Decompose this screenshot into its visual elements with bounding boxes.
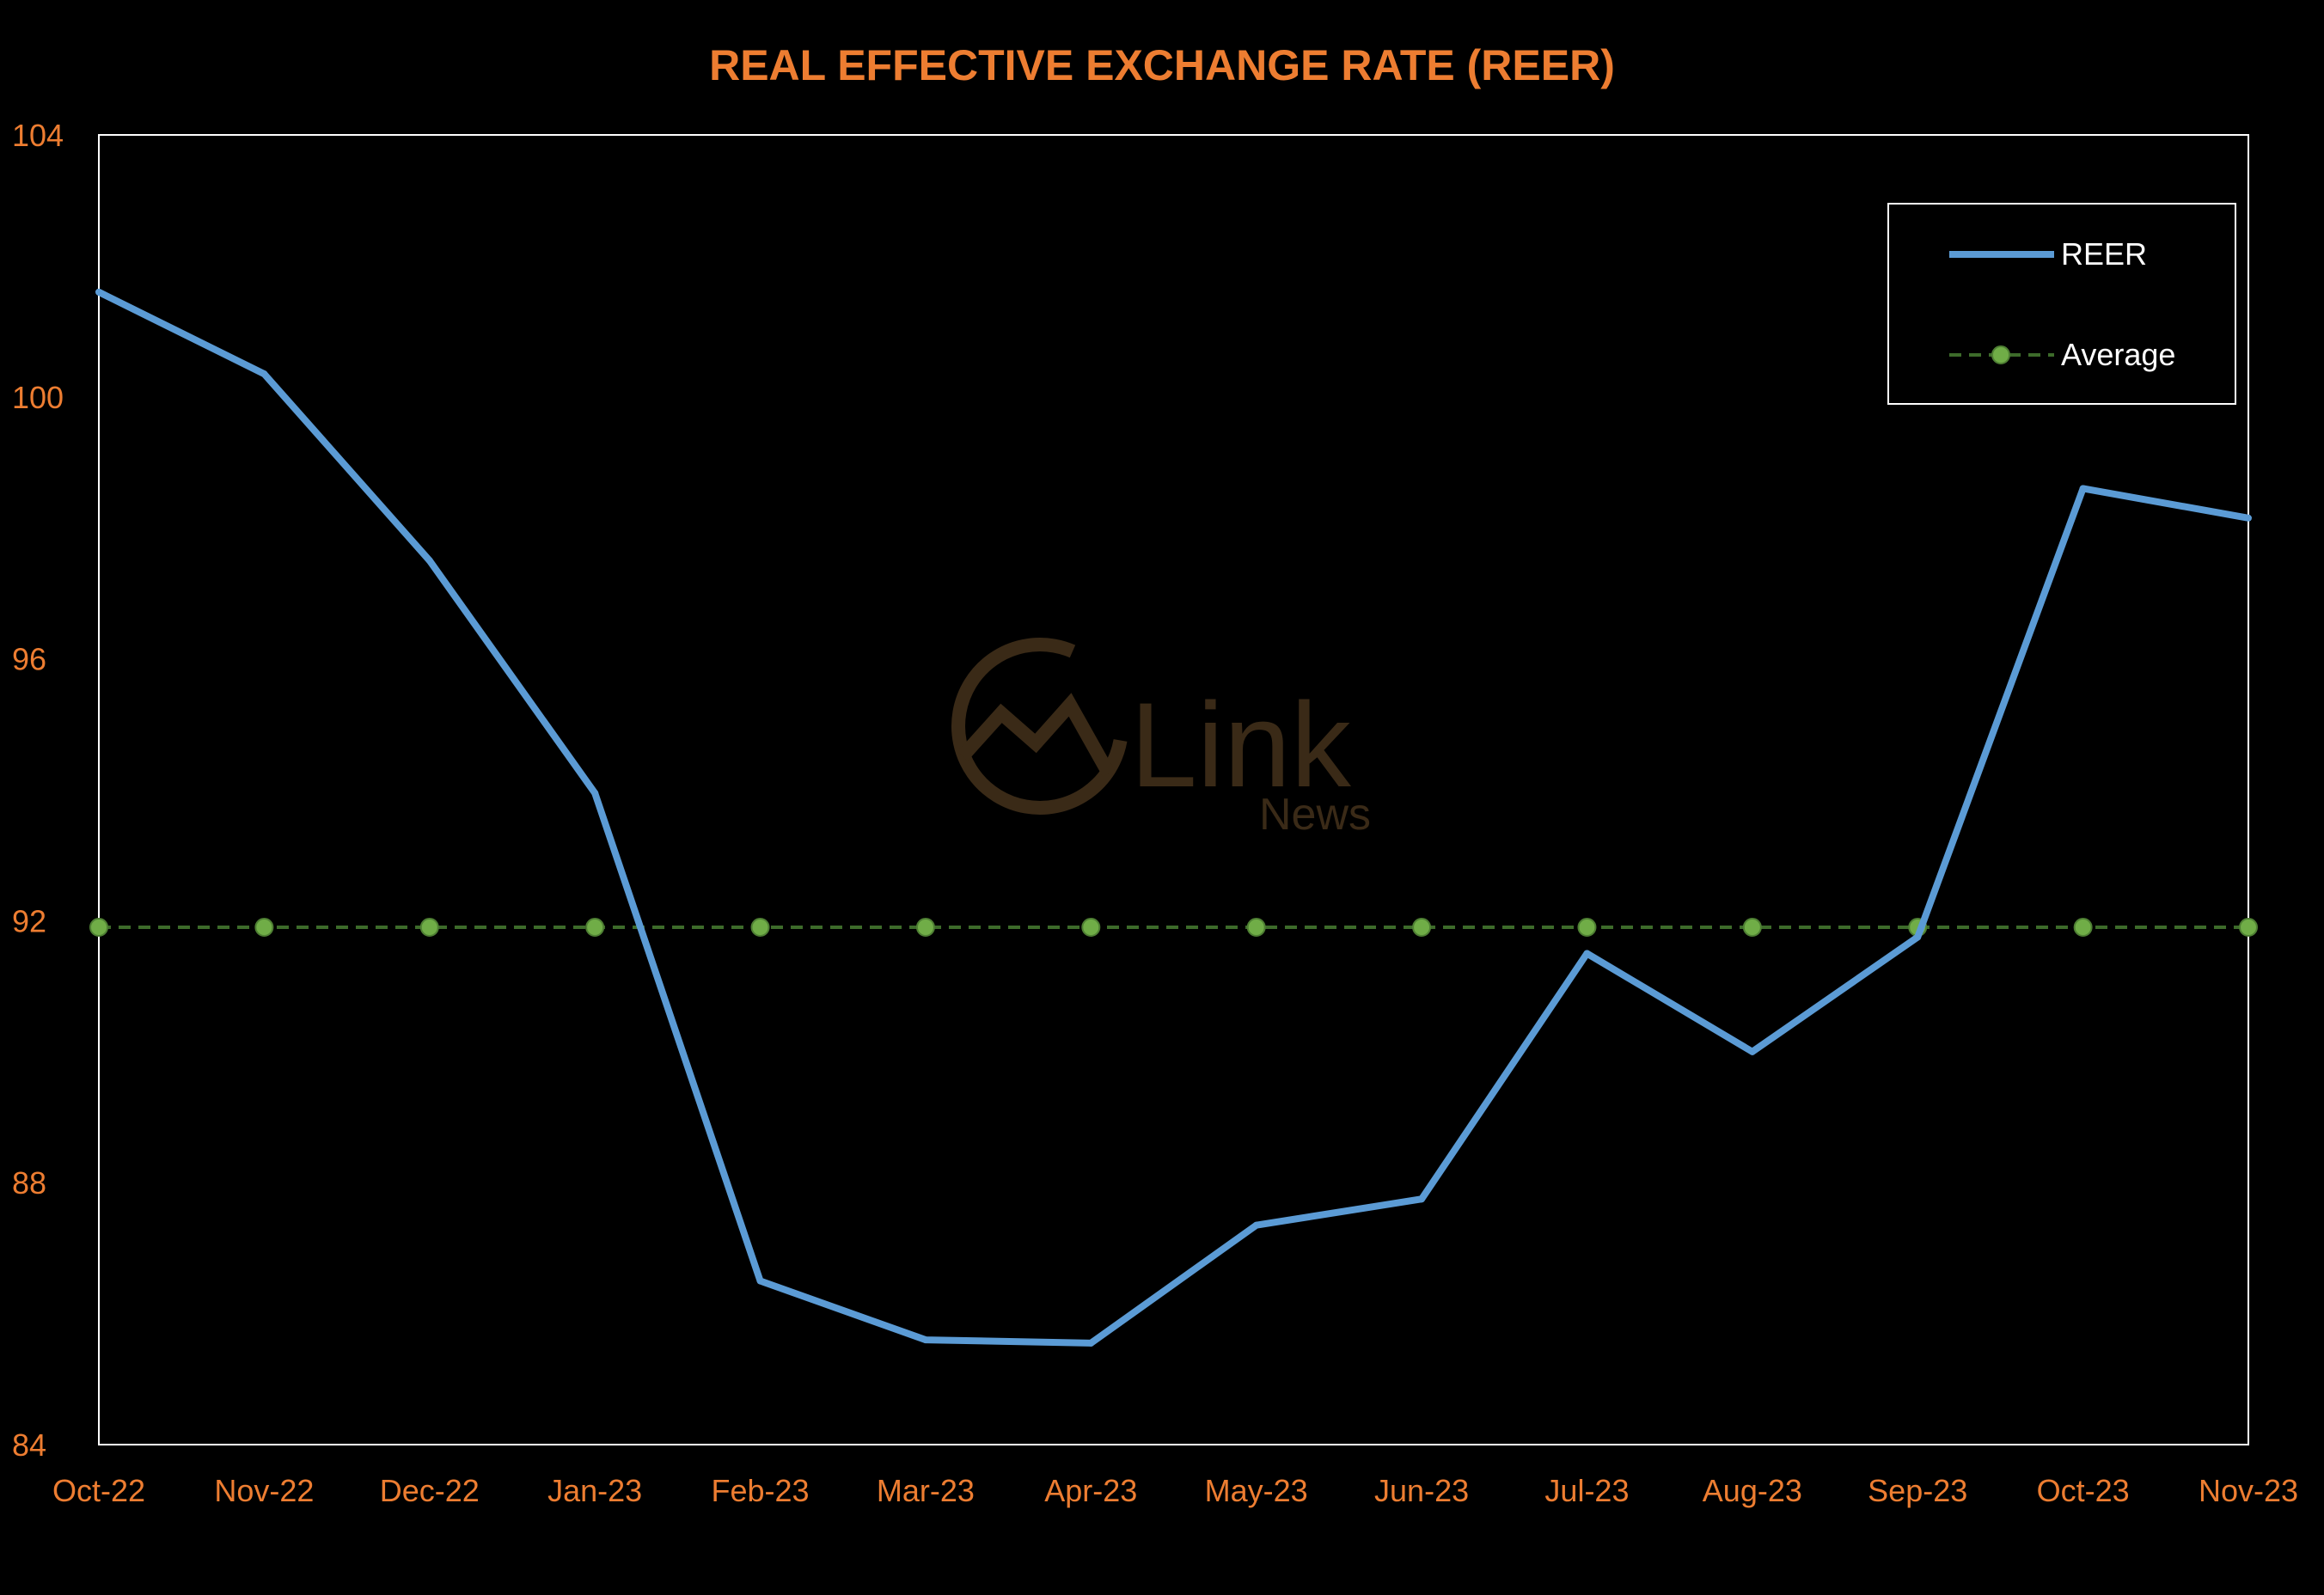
y-tick-label: 88 <box>12 1165 46 1201</box>
x-tick-label: Oct-23 <box>2037 1473 2130 1508</box>
x-tick-label: Sep-23 <box>1868 1473 1967 1508</box>
reer-point <box>1087 1339 1095 1347</box>
watermark-sub-text: News <box>1259 790 1371 840</box>
y-axis-ticks: 84 88 92 96 100 104 <box>12 118 64 1463</box>
average-point <box>2239 918 2258 938</box>
reer-point <box>260 370 268 378</box>
average-point <box>1081 918 1101 938</box>
reer-point <box>1418 1195 1426 1203</box>
reer-point <box>1748 1048 1756 1055</box>
reer-point <box>921 1336 929 1344</box>
y-tick-label: 100 <box>12 380 64 415</box>
x-tick-label: Jun-23 <box>1374 1473 1469 1508</box>
x-tick-label: Nov-23 <box>2199 1473 2298 1508</box>
reer-point <box>591 789 599 797</box>
legend-average-marker <box>1991 345 2010 364</box>
x-tick-label: Apr-23 <box>1044 1473 1137 1508</box>
plot-area-frame <box>98 134 2249 1445</box>
x-tick-label: Nov-22 <box>214 1473 314 1508</box>
x-tick-label: May-23 <box>1205 1473 1308 1508</box>
average-point <box>915 918 935 938</box>
legend-box <box>1887 203 2236 405</box>
average-point <box>1246 918 1266 938</box>
average-point <box>750 918 770 938</box>
x-tick-label: Oct-22 <box>52 1473 145 1508</box>
y-tick-label: 84 <box>12 1427 46 1463</box>
average-point <box>419 918 439 938</box>
reer-point <box>425 557 433 565</box>
average-point <box>1742 918 1762 938</box>
x-tick-label: Mar-23 <box>877 1473 975 1508</box>
x-tick-label: Dec-22 <box>380 1473 480 1508</box>
y-tick-label: 92 <box>12 903 46 938</box>
reer-point <box>1583 950 1591 957</box>
reer-point <box>2079 485 2087 492</box>
legend-average-label: Average <box>2061 337 2175 372</box>
y-tick-label: 104 <box>12 118 64 153</box>
x-axis-ticks: Oct-22 Nov-22 Dec-22 Jan-23 Feb-23 Mar-23 Apr-… <box>52 1473 2298 1508</box>
average-point <box>2073 918 2093 938</box>
watermark-ring <box>951 638 1128 815</box>
watermark-brand-text: Link <box>1130 677 1352 812</box>
reer-point <box>1914 933 1922 941</box>
x-tick-label: Aug-23 <box>1703 1473 1802 1508</box>
chart-title: REAL EFFECTIVE EXCHANGE RATE (REER) <box>709 41 1615 89</box>
average-point <box>1412 918 1432 938</box>
series-line-reer <box>97 289 2249 1347</box>
average-point <box>1577 918 1597 938</box>
x-tick-label: Jan-23 <box>547 1473 642 1508</box>
y-tick-label: 96 <box>12 642 46 677</box>
x-tick-label: Feb-23 <box>711 1473 809 1508</box>
legend: REER Average <box>1887 203 2236 405</box>
legend-reer-label: REER <box>2061 236 2147 272</box>
reer-point <box>756 1277 764 1285</box>
x-tick-label: Jul-23 <box>1544 1473 1629 1508</box>
reer-point <box>2245 514 2252 522</box>
average-point <box>254 918 274 938</box>
watermark-logo: Link News <box>951 638 1371 840</box>
reer-point <box>95 288 102 296</box>
series-layer <box>89 288 2258 1347</box>
reer-point <box>1252 1221 1260 1229</box>
average-point <box>89 918 108 938</box>
average-point <box>585 918 605 938</box>
watermark-zigzag <box>957 693 1115 777</box>
